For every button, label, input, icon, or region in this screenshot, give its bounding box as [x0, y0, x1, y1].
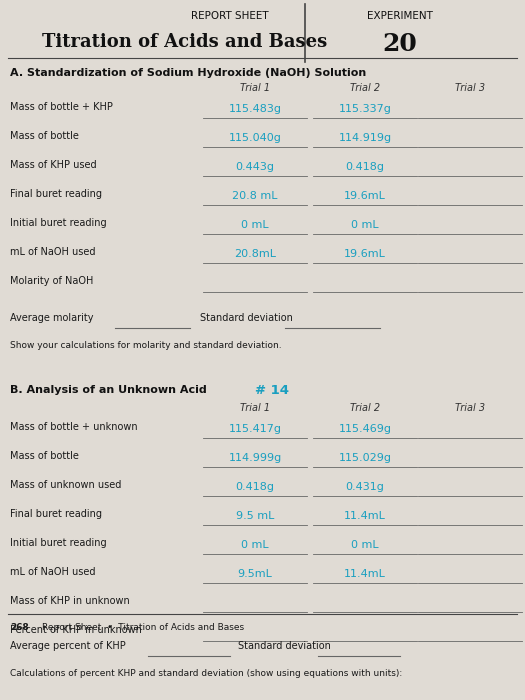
- Text: 11.4mL: 11.4mL: [344, 569, 386, 579]
- Text: Average molarity: Average molarity: [10, 313, 93, 323]
- Text: A. Standardization of Sodium Hydroxide (NaOH) Solution: A. Standardization of Sodium Hydroxide (…: [10, 68, 366, 78]
- Text: 0 mL: 0 mL: [241, 540, 269, 550]
- Text: 20: 20: [383, 32, 417, 56]
- Text: Final buret reading: Final buret reading: [10, 509, 102, 519]
- Text: 115.417g: 115.417g: [228, 424, 281, 434]
- Text: Calculations of percent KHP and standard deviation (show using equations with un: Calculations of percent KHP and standard…: [10, 669, 402, 678]
- Text: Initial buret reading: Initial buret reading: [10, 218, 107, 228]
- Text: Show your calculations for molarity and standard deviation.: Show your calculations for molarity and …: [10, 342, 281, 351]
- Text: 0 mL: 0 mL: [351, 220, 379, 230]
- Text: Percent of KHP in unknown: Percent of KHP in unknown: [10, 625, 142, 635]
- Text: Molarity of NaOH: Molarity of NaOH: [10, 276, 93, 286]
- Text: 0 mL: 0 mL: [351, 540, 379, 550]
- Text: Final buret reading: Final buret reading: [10, 189, 102, 199]
- Text: Standard deviation: Standard deviation: [200, 313, 293, 323]
- Text: 115.483g: 115.483g: [228, 104, 281, 114]
- Text: Report Sheet  •  Titration of Acids and Bases: Report Sheet • Titration of Acids and Ba…: [42, 624, 244, 633]
- Text: EXPERIMENT: EXPERIMENT: [367, 11, 433, 21]
- Text: 9.5mL: 9.5mL: [237, 569, 272, 579]
- Text: 20.8mL: 20.8mL: [234, 249, 276, 259]
- Text: Mass of KHP in unknown: Mass of KHP in unknown: [10, 596, 130, 606]
- Text: Standard deviation: Standard deviation: [238, 641, 331, 651]
- Text: 19.6mL: 19.6mL: [344, 249, 386, 259]
- Text: mL of NaOH used: mL of NaOH used: [10, 247, 96, 257]
- Text: Mass of bottle + unknown: Mass of bottle + unknown: [10, 422, 138, 432]
- Text: 0 mL: 0 mL: [241, 220, 269, 230]
- Text: B. Analysis of an Unknown Acid: B. Analysis of an Unknown Acid: [10, 385, 207, 395]
- Text: # 14: # 14: [255, 384, 289, 396]
- Text: 115.040g: 115.040g: [228, 133, 281, 143]
- Text: Trial 1: Trial 1: [240, 403, 270, 413]
- Text: Average percent of KHP: Average percent of KHP: [10, 641, 126, 651]
- Text: 0.418g: 0.418g: [345, 162, 384, 172]
- Text: 268: 268: [10, 624, 29, 633]
- Text: Trial 1: Trial 1: [240, 83, 270, 93]
- Text: Mass of KHP used: Mass of KHP used: [10, 160, 97, 170]
- Text: REPORT SHEET: REPORT SHEET: [191, 11, 269, 21]
- Text: Mass of bottle: Mass of bottle: [10, 451, 79, 461]
- Text: Titration of Acids and Bases: Titration of Acids and Bases: [43, 33, 328, 51]
- Text: 114.999g: 114.999g: [228, 453, 281, 463]
- Text: 11.4mL: 11.4mL: [344, 511, 386, 521]
- Text: Trial 2: Trial 2: [350, 403, 380, 413]
- Text: 19.6mL: 19.6mL: [344, 191, 386, 201]
- Text: 115.469g: 115.469g: [339, 424, 392, 434]
- Text: 114.919g: 114.919g: [339, 133, 392, 143]
- Text: mL of NaOH used: mL of NaOH used: [10, 567, 96, 577]
- Text: 115.337g: 115.337g: [339, 104, 392, 114]
- Text: Trial 3: Trial 3: [455, 83, 485, 93]
- Text: 115.029g: 115.029g: [339, 453, 392, 463]
- Text: Trial 3: Trial 3: [455, 403, 485, 413]
- Text: 0.443g: 0.443g: [236, 162, 275, 172]
- Text: 9.5 mL: 9.5 mL: [236, 511, 274, 521]
- Text: 0.431g: 0.431g: [345, 482, 384, 492]
- Text: Initial buret reading: Initial buret reading: [10, 538, 107, 548]
- Text: Trial 2: Trial 2: [350, 83, 380, 93]
- Text: 0.418g: 0.418g: [236, 482, 275, 492]
- Text: Mass of unknown used: Mass of unknown used: [10, 480, 121, 490]
- Text: Mass of bottle: Mass of bottle: [10, 131, 79, 141]
- Text: 20.8 mL: 20.8 mL: [232, 191, 278, 201]
- Text: Mass of bottle + KHP: Mass of bottle + KHP: [10, 102, 113, 112]
